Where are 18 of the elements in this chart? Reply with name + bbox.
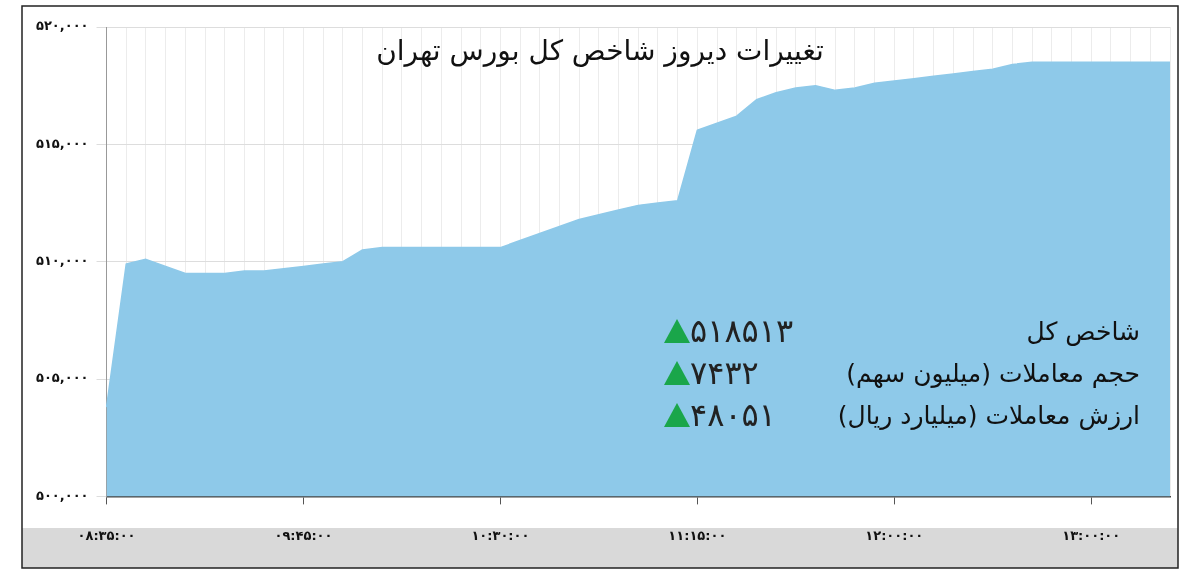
x-tick-label: ۰۹:۴۵:۰۰ [274,527,333,543]
x-tick-label: ۱۳:۰۰:۰۰ [1062,527,1121,543]
y-tick-label: ۵۰۰,۰۰۰ [36,487,89,503]
annotation: حجم معاملات (میلیون سهم) [845,358,1140,388]
x-tick-label: ۰۸:۳۵:۰۰ [77,527,136,543]
x-tick-label: ۱۲:۰۰:۰۰ [865,527,924,543]
x-tick-label: ۱۱:۱۵:۰۰ [668,527,727,543]
annotation: ۷۴۳۲ [690,354,760,392]
y-tick-label: ۵۱۰,۰۰۰ [36,253,89,269]
annotation: ۴۸۰۵۱ [690,396,777,434]
y-tick-label: ۵۱۵,۰۰۰ [36,135,89,151]
y-tick-label: ۵۲۰,۰۰۰ [36,18,89,34]
annotation: ارزش معاملات (میلیارد ریال) [836,400,1140,430]
annotation: شاخص کل [1025,316,1140,346]
y-tick-label: ۵۰۵,۰۰۰ [36,370,89,386]
x-tick-label: ۱۰:۳۰:۰۰ [471,527,530,543]
annotation: ۵۱۸۵۱۳ [690,312,795,350]
chart-title: تغییرات دیروز شاخص کل بورس تهران [375,34,825,67]
